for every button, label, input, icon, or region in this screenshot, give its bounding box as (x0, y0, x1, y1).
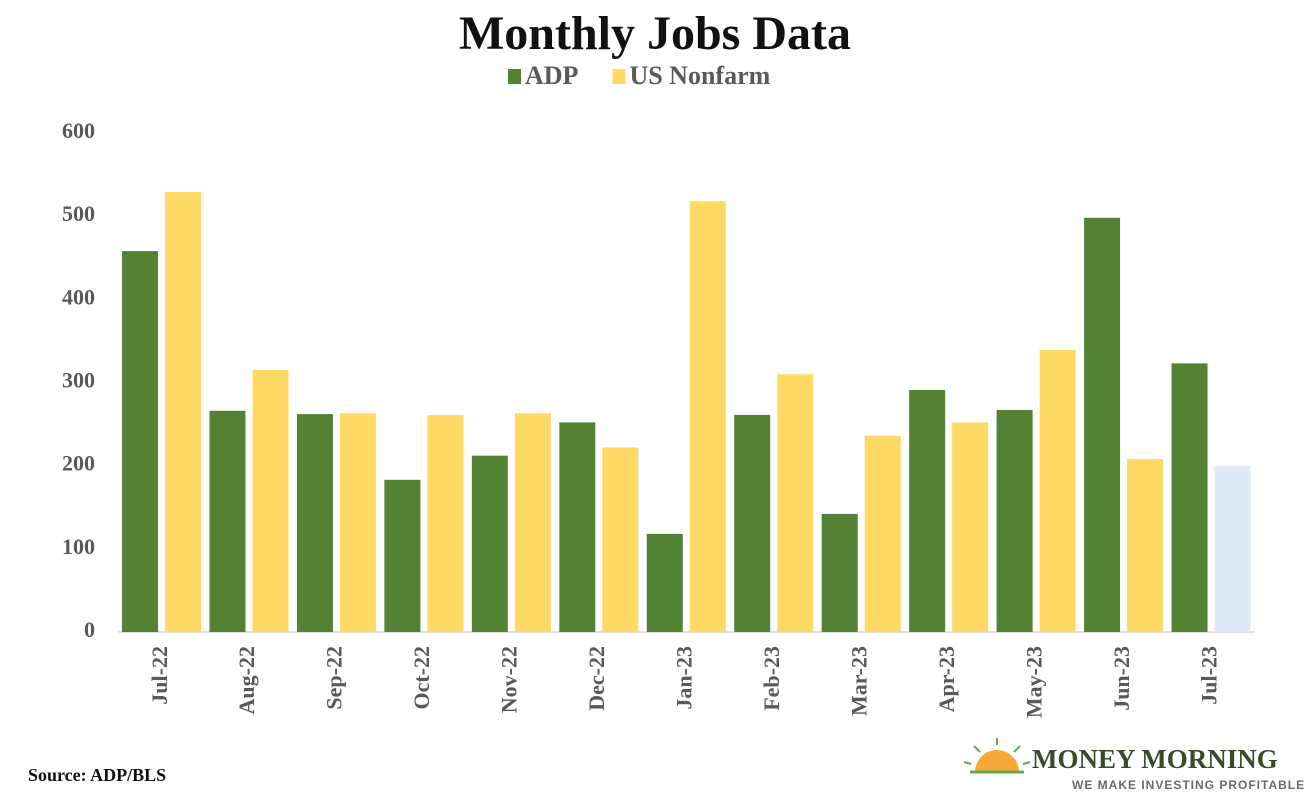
bar (1127, 459, 1164, 632)
x-tick-label: Mar-23 (846, 646, 871, 716)
bar (1039, 350, 1076, 632)
bar (209, 410, 246, 632)
x-tick-label: May-23 (1021, 646, 1046, 718)
bar (864, 435, 901, 632)
bar (296, 414, 333, 632)
bar (252, 370, 289, 632)
y-tick-label: 600 (62, 118, 95, 143)
bar (1084, 217, 1121, 632)
bar (471, 455, 508, 632)
y-tick-label: 0 (84, 617, 95, 642)
y-tick-label: 400 (62, 284, 95, 309)
bar (646, 533, 683, 632)
chart-title: Monthly Jobs Data (459, 7, 851, 60)
bar (734, 414, 771, 632)
y-tick-label: 500 (62, 201, 95, 226)
logo-rays (963, 738, 1031, 765)
bar (602, 447, 639, 632)
x-tick-label: Aug-22 (234, 646, 259, 714)
x-tick-label: Feb-23 (759, 646, 784, 711)
x-tick-label: Nov-22 (497, 646, 522, 713)
x-tick-label: Jul-22 (147, 646, 172, 705)
legend-label: US Nonfarm (629, 61, 770, 90)
logo-tagline: WE MAKE INVESTING PROFITABLE (1072, 778, 1305, 792)
bar (427, 414, 464, 632)
x-tick-label: Jun-23 (1109, 646, 1134, 711)
source-note: Source: ADP/BLS (28, 765, 166, 785)
bar (339, 413, 376, 632)
x-tick-label: Jan-23 (672, 646, 697, 710)
legend-swatch (508, 69, 521, 84)
y-tick-label: 200 (62, 451, 95, 476)
bar (689, 201, 726, 633)
x-tick-label: Apr-23 (934, 646, 959, 712)
bar (514, 413, 551, 632)
bar (909, 389, 946, 632)
bar (559, 422, 596, 632)
logo-sun (975, 750, 1019, 772)
legend-swatch (612, 69, 626, 84)
bar (996, 409, 1033, 632)
bar (122, 251, 158, 632)
y-tick-label: 300 (62, 368, 95, 393)
x-tick-label: Sep-22 (322, 646, 347, 710)
x-tick-label: Dec-22 (584, 646, 609, 711)
bar (165, 192, 201, 632)
bar (777, 374, 814, 632)
bar (1214, 465, 1251, 632)
x-tick-label: Oct-22 (409, 646, 434, 710)
logo-name: MONEY MORNING (1032, 744, 1278, 774)
logo: MONEY MORNING WE MAKE INVESTING PROFITAB… (963, 738, 1305, 792)
legend-label: ADP (525, 61, 579, 90)
bar (821, 513, 858, 632)
bar (952, 422, 989, 632)
y-tick-label: 100 (62, 534, 95, 559)
bar (1171, 363, 1208, 632)
bar (384, 479, 421, 632)
x-tick-label: Jul-23 (1196, 646, 1221, 705)
